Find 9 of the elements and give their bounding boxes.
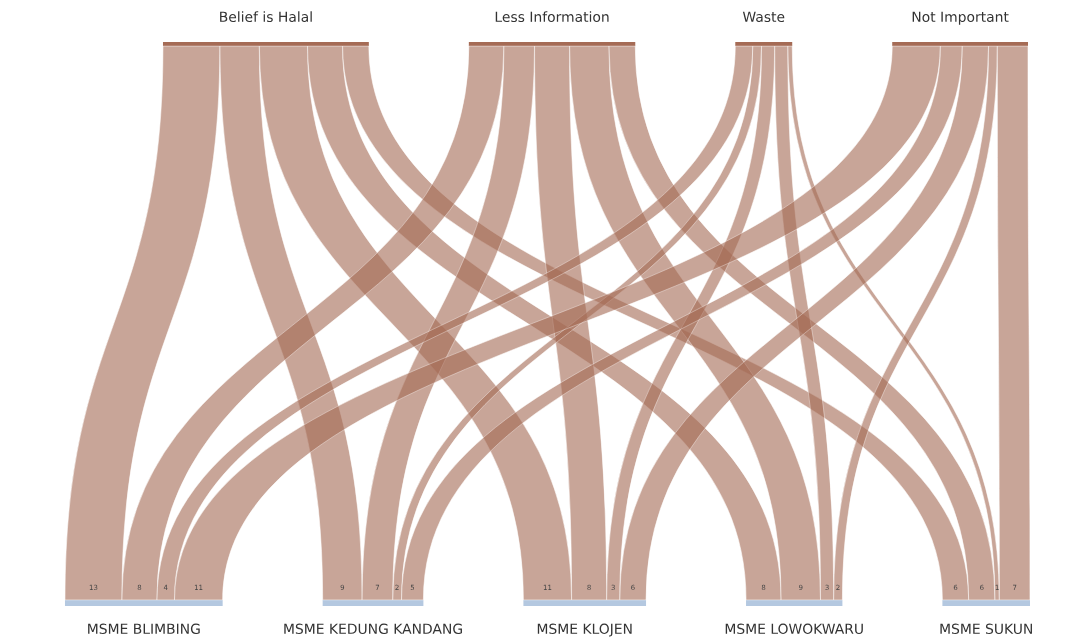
series-label: Waste: [742, 11, 785, 23]
category-label: MSME KLOJEN: [537, 623, 632, 637]
category-label: MSME SUKUN: [940, 623, 1032, 635]
series-label: Less Information: [495, 11, 609, 23]
category-label: MSME BLIMBING: [88, 623, 200, 635]
series-label: Not Important: [912, 11, 1009, 25]
category-label: MSME LOWOKWARU: [725, 623, 863, 635]
series-label: Belief is Halal: [220, 11, 312, 23]
category-label: MSME KEDUNG KANDANG: [284, 623, 462, 635]
